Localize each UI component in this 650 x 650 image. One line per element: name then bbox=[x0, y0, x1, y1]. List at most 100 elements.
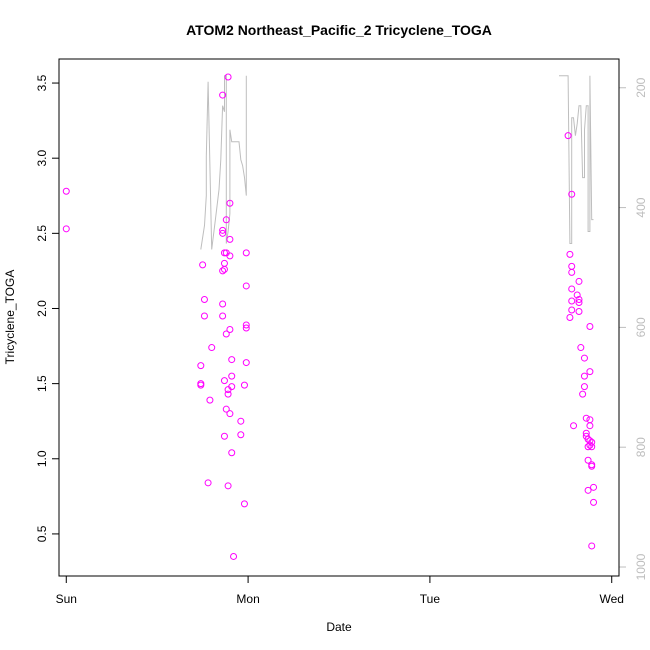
data-point bbox=[62, 225, 70, 233]
y2-tick-label: 400 bbox=[634, 197, 648, 217]
data-point bbox=[580, 383, 588, 391]
data-point bbox=[568, 285, 576, 293]
data-point bbox=[219, 267, 227, 275]
data-point bbox=[222, 216, 230, 224]
data-point bbox=[228, 449, 236, 457]
data-point bbox=[566, 314, 574, 321]
x-tick-label: Mon bbox=[236, 592, 259, 606]
data-point bbox=[242, 282, 250, 290]
data-point bbox=[219, 300, 227, 308]
data-point bbox=[204, 479, 212, 487]
data-point bbox=[219, 312, 227, 320]
altitude-line bbox=[200, 75, 247, 250]
data-point bbox=[575, 298, 583, 306]
data-point bbox=[582, 429, 590, 437]
data-point bbox=[586, 437, 594, 445]
data-point bbox=[568, 190, 576, 198]
data-point bbox=[579, 390, 587, 398]
data-point bbox=[197, 380, 205, 388]
data-point bbox=[208, 344, 216, 352]
data-point bbox=[226, 252, 234, 260]
data-point bbox=[219, 229, 227, 237]
y2-tick-label: 800 bbox=[634, 437, 648, 457]
chart-title: ATOM2 Northeast_Pacific_2 Tricyclene_TOG… bbox=[186, 22, 492, 38]
data-point bbox=[220, 432, 228, 440]
data-point bbox=[206, 396, 214, 404]
data-point bbox=[224, 482, 232, 490]
x-axis-label: Date bbox=[326, 620, 352, 634]
data-point bbox=[588, 443, 596, 451]
data-point bbox=[586, 323, 594, 331]
data-point bbox=[220, 249, 228, 257]
data-point bbox=[237, 417, 245, 425]
data-point bbox=[588, 462, 596, 470]
points-layer bbox=[62, 73, 598, 560]
data-point bbox=[226, 235, 234, 243]
y2-tick-label: 200 bbox=[634, 77, 648, 97]
data-point bbox=[568, 297, 576, 305]
data-point bbox=[586, 422, 594, 430]
data-point bbox=[228, 372, 236, 380]
y-tick-label: 3.0 bbox=[35, 150, 49, 167]
data-point bbox=[568, 262, 576, 270]
y2-tick-label: 1000 bbox=[634, 553, 648, 580]
data-point bbox=[584, 456, 592, 464]
data-point bbox=[575, 295, 583, 303]
data-point bbox=[228, 356, 236, 364]
data-point bbox=[568, 268, 576, 276]
data-point bbox=[582, 414, 590, 422]
data-point bbox=[199, 261, 207, 269]
data-point bbox=[220, 377, 228, 385]
plot-frame bbox=[58, 58, 620, 577]
data-point bbox=[220, 259, 228, 267]
secondary-line-layer bbox=[200, 75, 594, 250]
x-tick-label: Sun bbox=[56, 592, 77, 606]
y-tick-label: 2.0 bbox=[35, 300, 49, 317]
data-point bbox=[224, 390, 232, 398]
data-point bbox=[584, 486, 592, 494]
data-point bbox=[580, 372, 588, 380]
data-point bbox=[573, 291, 581, 299]
data-point bbox=[222, 330, 230, 338]
data-point bbox=[586, 368, 594, 376]
data-point bbox=[237, 431, 245, 439]
data-point bbox=[577, 344, 585, 352]
data-point bbox=[200, 312, 208, 320]
y2-tick-label: 600 bbox=[634, 317, 648, 337]
data-point bbox=[228, 383, 236, 391]
data-point bbox=[219, 91, 227, 99]
data-point bbox=[219, 226, 227, 234]
data-point bbox=[226, 326, 234, 334]
data-point bbox=[230, 552, 238, 560]
y-axis-label: Tricyclene_TOGA bbox=[3, 270, 17, 365]
data-point bbox=[575, 277, 583, 285]
data-point bbox=[568, 306, 576, 314]
data-point bbox=[564, 132, 572, 140]
data-point bbox=[224, 73, 232, 81]
data-point bbox=[200, 295, 208, 303]
y-tick-label: 1.0 bbox=[35, 450, 49, 467]
data-point bbox=[240, 500, 248, 508]
data-point bbox=[222, 405, 230, 413]
data-point bbox=[570, 422, 578, 430]
x-tick-label: Wed bbox=[599, 592, 623, 606]
data-point bbox=[242, 359, 250, 367]
data-point bbox=[240, 381, 248, 389]
data-point bbox=[242, 324, 250, 332]
y-tick-label: 0.5 bbox=[35, 525, 49, 542]
data-point bbox=[580, 354, 588, 362]
data-point bbox=[584, 443, 592, 451]
x-tick-label: Tue bbox=[420, 592, 441, 606]
data-point bbox=[575, 307, 583, 315]
y-tick-label: 2.5 bbox=[35, 225, 49, 242]
data-point bbox=[588, 542, 596, 550]
axes-layer: Sun Mon Tue Wed 0.5 1.0 1.5 2.0 2.5 3.0 3.5 200 400 6… bbox=[35, 74, 648, 606]
altitude-line bbox=[559, 75, 594, 244]
data-point bbox=[584, 435, 592, 443]
data-point bbox=[226, 410, 234, 418]
data-point bbox=[242, 249, 250, 257]
y-tick-label: 1.5 bbox=[35, 375, 49, 392]
data-point bbox=[590, 498, 598, 506]
data-point bbox=[226, 199, 234, 207]
